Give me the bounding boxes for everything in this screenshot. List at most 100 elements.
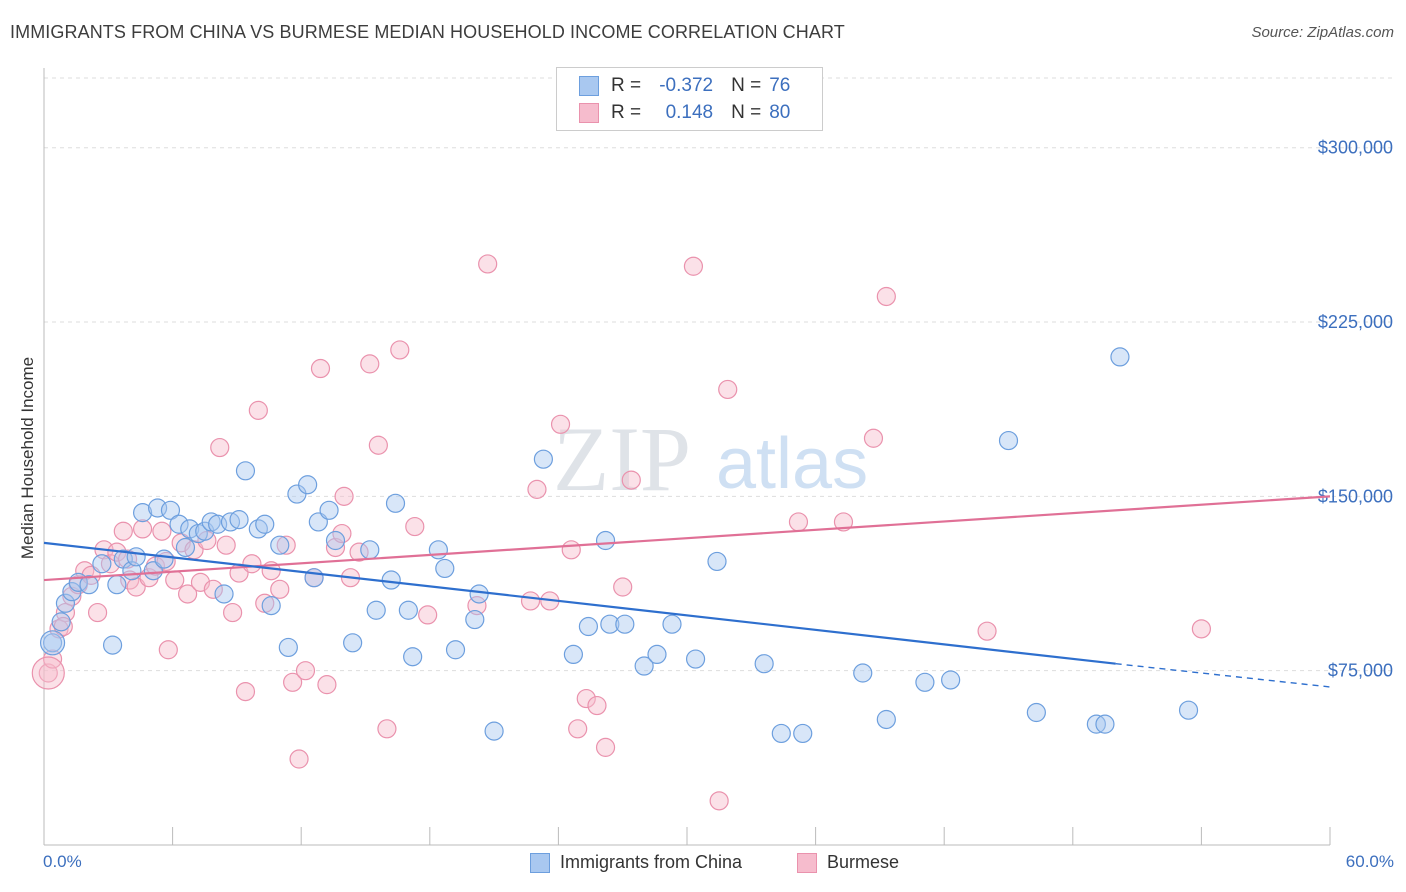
china-point bbox=[563, 644, 584, 665]
burmese-point bbox=[418, 605, 438, 625]
n-label: N = bbox=[731, 102, 762, 123]
china-point bbox=[398, 600, 418, 620]
burmese-point bbox=[377, 719, 397, 739]
china-point bbox=[998, 430, 1019, 451]
china-point bbox=[107, 575, 127, 595]
burmese-point bbox=[568, 719, 588, 739]
burmese-point bbox=[216, 535, 236, 555]
y-tick-label: $300,000 bbox=[1318, 138, 1393, 158]
china-point bbox=[600, 614, 620, 634]
burmese-point bbox=[87, 602, 108, 623]
grid-lines bbox=[44, 77, 1395, 672]
legend-label-burmese: Burmese bbox=[827, 852, 900, 872]
china-point bbox=[319, 500, 339, 520]
axes bbox=[43, 68, 1331, 846]
burmese-point bbox=[833, 512, 854, 532]
china-point bbox=[793, 723, 813, 744]
burmese-point bbox=[203, 579, 223, 599]
burmese-point bbox=[876, 286, 896, 307]
china-point bbox=[707, 551, 727, 572]
legend-item-burmese[interactable]: Burmese bbox=[797, 852, 899, 873]
china-point bbox=[595, 530, 616, 551]
burmese-point bbox=[158, 640, 178, 660]
burmese-point bbox=[977, 621, 997, 641]
china-point bbox=[1026, 702, 1046, 723]
x-tick-min: 0.0% bbox=[43, 852, 82, 871]
burmese-point bbox=[368, 435, 388, 455]
y-tick-label: $225,000 bbox=[1318, 312, 1393, 332]
china-point bbox=[853, 663, 873, 683]
china-trend-line bbox=[43, 541, 1116, 665]
china-point bbox=[403, 647, 423, 667]
china-point bbox=[941, 670, 961, 690]
china-point bbox=[62, 582, 82, 602]
burmese-point bbox=[210, 437, 230, 458]
china-point bbox=[469, 584, 489, 604]
burmese-point bbox=[289, 749, 309, 769]
chart-title: IMMIGRANTS FROM CHINA VS BURMESE MEDIAN … bbox=[10, 22, 845, 42]
stats-row-burmese: R = 0.148 N = 80 bbox=[579, 101, 790, 125]
china-point bbox=[360, 540, 380, 560]
china-point bbox=[278, 637, 298, 658]
china-point bbox=[169, 514, 189, 534]
watermark-zip: ZIP bbox=[553, 408, 691, 510]
stats-row-china: R = -0.372 N = 76 bbox=[579, 74, 790, 98]
burmese-point bbox=[334, 486, 354, 506]
china-point bbox=[662, 614, 682, 634]
watermark: ZIP atlas bbox=[553, 408, 868, 510]
y-tick-labels: $75,000 $150,000 $225,000 $300,000 bbox=[1318, 138, 1393, 681]
china-legend-swatch bbox=[530, 852, 550, 873]
china-point bbox=[876, 709, 896, 730]
china-point bbox=[298, 475, 318, 495]
stats-legend: R = -0.372 N = 76 R = 0.148 N = 80 bbox=[556, 67, 823, 131]
china-point bbox=[1110, 347, 1130, 367]
burmese-point bbox=[325, 537, 346, 558]
china-trend-extension bbox=[1115, 663, 1331, 688]
china-point bbox=[270, 535, 290, 555]
y-tick-label: $150,000 bbox=[1318, 486, 1393, 506]
burmese-point bbox=[1191, 619, 1212, 639]
china-point bbox=[132, 503, 153, 523]
burmese-point bbox=[165, 570, 185, 590]
burmese-point bbox=[561, 540, 581, 560]
burmese-point bbox=[718, 379, 738, 400]
china-point bbox=[325, 530, 346, 551]
burmese-point bbox=[235, 681, 256, 702]
china-point bbox=[465, 609, 485, 630]
china-point bbox=[381, 570, 401, 590]
china-point bbox=[55, 593, 76, 613]
burmese-point bbox=[621, 470, 641, 490]
burmese-point bbox=[270, 579, 290, 599]
china-point bbox=[615, 614, 635, 634]
china-point bbox=[754, 654, 774, 674]
china-point bbox=[160, 500, 181, 520]
china-point bbox=[261, 596, 281, 616]
burmese-point bbox=[295, 661, 316, 681]
burmese-point bbox=[587, 695, 607, 716]
burmese-point bbox=[317, 675, 337, 695]
burmese-point bbox=[223, 602, 243, 623]
burmese-point-large bbox=[31, 656, 65, 690]
china-point bbox=[235, 461, 256, 481]
china-point bbox=[533, 449, 553, 469]
china-point bbox=[214, 584, 234, 604]
burmese-point bbox=[467, 596, 487, 616]
burmese-point bbox=[276, 535, 296, 555]
burmese-point bbox=[132, 519, 153, 539]
burmese-point bbox=[178, 584, 198, 604]
china-point bbox=[343, 633, 363, 653]
watermark-atlas: atlas bbox=[716, 424, 868, 504]
china-point bbox=[647, 644, 667, 665]
china-point bbox=[102, 635, 123, 655]
china-point bbox=[255, 514, 275, 534]
burmese-point bbox=[113, 521, 133, 541]
x-tick-max: 60.0% bbox=[1345, 852, 1394, 871]
china-point bbox=[915, 672, 935, 692]
burmese-point bbox=[42, 649, 63, 669]
burmese-point bbox=[595, 737, 616, 757]
legend-label-china: Immigrants from China bbox=[560, 852, 743, 872]
legend-item-china[interactable]: Immigrants from China bbox=[530, 852, 742, 873]
trend-lines bbox=[43, 495, 1331, 688]
burmese-swatch bbox=[579, 103, 599, 123]
